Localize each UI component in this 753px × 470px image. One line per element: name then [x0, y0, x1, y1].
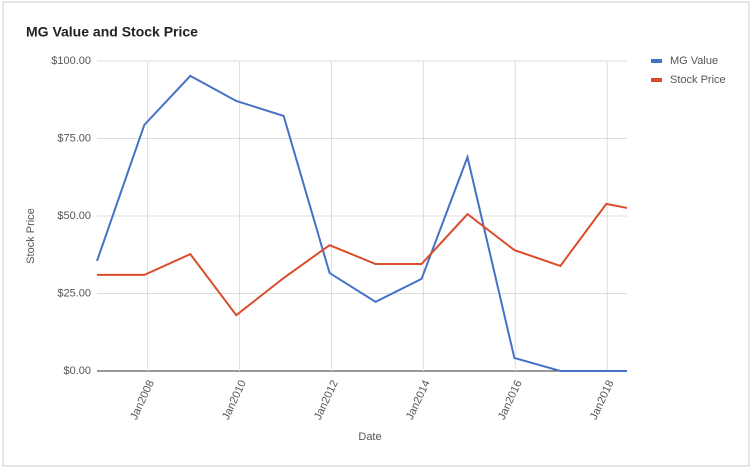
series-line [96, 74, 627, 372]
y-tick-label: $25.00 [57, 287, 91, 299]
legend-swatch [651, 59, 662, 63]
legend-label: MG Value [670, 55, 718, 67]
x-axis-title: Date [358, 431, 381, 443]
legend-swatch [651, 78, 662, 82]
y-tick-label: $75.00 [57, 132, 91, 144]
legend-label: Stock Price [670, 74, 726, 86]
y-tick-label: $0.00 [63, 365, 91, 377]
chart-title: MG Value and Stock Price [26, 24, 198, 40]
series-line [97, 202, 628, 317]
y-tick-label: $50.00 [57, 210, 91, 222]
y-axis-title: Stock Price [25, 208, 37, 264]
y-tick-label: $100.00 [51, 55, 91, 67]
